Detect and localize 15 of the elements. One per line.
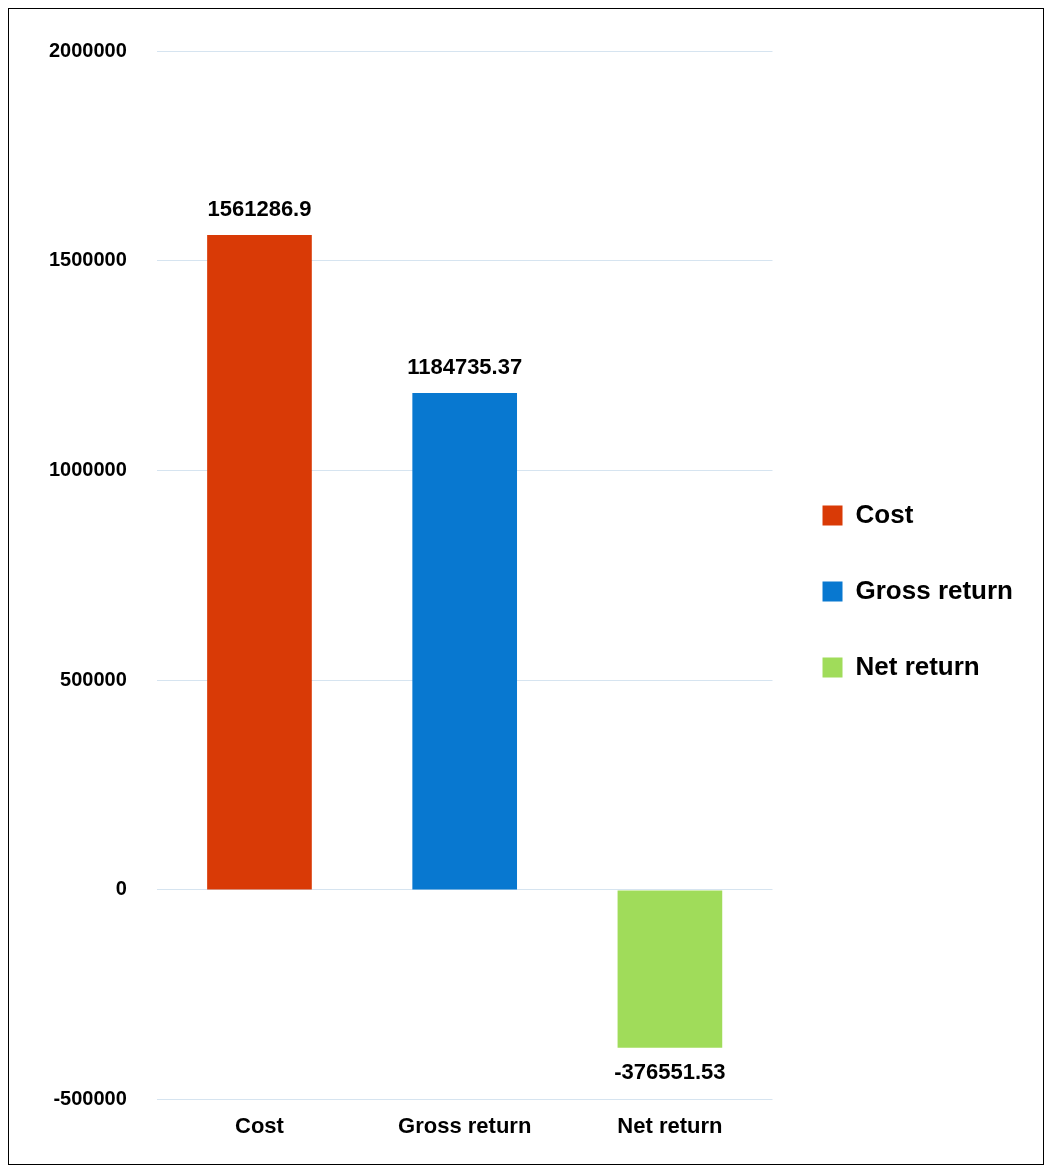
y-tick-label: 1500000	[48, 248, 127, 271]
y-tick-label: 500000	[60, 667, 127, 690]
y-tick-label: 2000000	[48, 38, 127, 61]
legend-label: Gross return	[855, 574, 1014, 605]
legend-label: Cost	[855, 498, 914, 529]
y-tick-label: -500000	[53, 1087, 127, 1110]
legend-label: Net return	[855, 650, 980, 681]
x-tick-label: Net return	[617, 1112, 723, 1138]
y-tick-label: 0	[115, 877, 127, 900]
y-tick-label: 1000000	[48, 457, 127, 480]
data-label: 1184735.37	[407, 354, 523, 380]
data-label: -376551.53	[614, 1058, 726, 1084]
data-label: 1561286.9	[207, 196, 312, 222]
x-tick-label: Gross return	[398, 1112, 532, 1138]
x-tick-label: Cost	[235, 1112, 285, 1138]
